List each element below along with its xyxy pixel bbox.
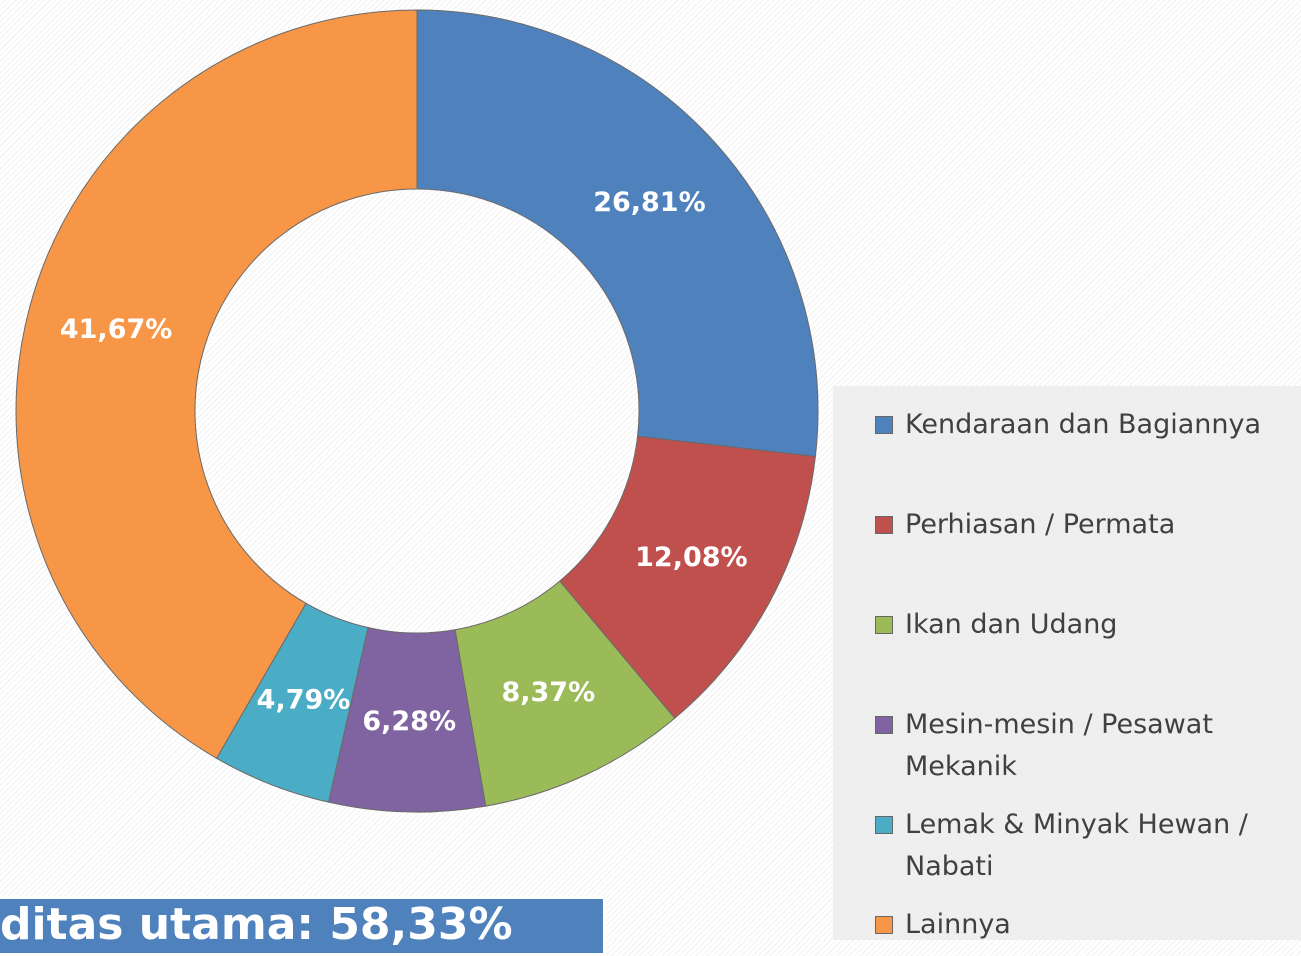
legend-item: Lemak & Minyak Hewan / Nabati [875, 804, 1295, 888]
legend-item: Kendaraan dan Bagiannya [875, 404, 1295, 446]
slice [15, 9, 418, 760]
legend-label: Mesin-mesin / Pesawat Mekanik [905, 709, 1213, 782]
legend-item: Lainnya [875, 904, 1295, 946]
legend-swatch [875, 716, 893, 734]
legend-item: Ikan dan Udang [875, 604, 1295, 646]
data-label: 6,28% [362, 706, 456, 737]
data-label: 41,67% [60, 314, 172, 345]
legend-swatch [875, 816, 893, 834]
legend-item: Mesin-mesin / Pesawat Mekanik [875, 704, 1295, 788]
legend-label: Perhiasan / Permata [905, 509, 1176, 540]
data-label: 26,81% [593, 187, 705, 218]
slice [416, 9, 819, 458]
legend-swatch [875, 516, 893, 534]
legend-swatch [875, 416, 893, 434]
data-label: 4,79% [257, 685, 351, 716]
slice [558, 435, 816, 719]
legend-label: Kendaraan dan Bagiannya [905, 409, 1262, 440]
legend-label: Ikan dan Udang [905, 609, 1118, 640]
annotation: ditas utama: 58,33% [0, 896, 606, 956]
legend-item: Perhiasan / Permata [875, 504, 1295, 546]
data-label: 8,37% [501, 677, 595, 708]
legend-swatch [875, 916, 893, 934]
legend: Kendaraan dan Bagiannya Perhiasan / Perma… [833, 386, 1301, 940]
data-label: 12,08% [635, 542, 747, 573]
legend-swatch [875, 616, 893, 634]
legend-label: Lainnya [905, 909, 1011, 940]
legend-label: Lemak & Minyak Hewan / Nabati [905, 809, 1248, 882]
